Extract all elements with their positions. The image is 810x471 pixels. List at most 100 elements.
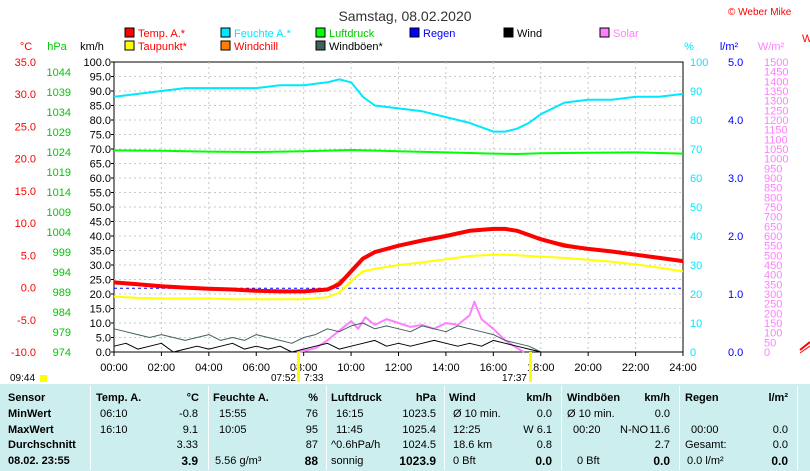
row-current-label: 08.02. 23:55 [8,455,70,467]
solar-tick-label: 650 [764,221,782,233]
legend-swatch [599,27,610,38]
x-tick-label: 06:00 [242,362,270,374]
solar-tick-label: 200 [764,308,782,320]
wind-tick-label: 5.0 [96,333,111,345]
avg-temp-val: 3.33 [176,439,198,451]
pressure-tick-label: 1029 [47,127,71,139]
avg-rain-val: 0.0 [772,439,788,451]
temp-tick-label: 10.0 [15,218,36,230]
solar-tick-label: 50 [764,337,776,349]
legend-label: Temp. A.* [138,28,186,40]
wind-tick-label: 10.0 [90,318,111,330]
current-wind-val: 0.0 [535,454,552,468]
max-temp-time: 16:10 [100,424,128,436]
series-line-temp-a [113,226,684,294]
solar-tick-label: 400 [764,270,782,282]
solar-tick-label: 1150 [764,125,788,137]
legend-label: Regen [423,28,455,40]
solar-tick-label: 100 [764,328,782,340]
header-temp-unit: °C [186,392,199,404]
header-hum-unit: % [308,392,318,404]
humidity-tick-label: 80 [690,115,702,127]
weather-chart: Samstag, 08.02.2020 © Weber Mike W Temp.… [10,7,810,384]
statistics-table: Sensor Temp. A. °C Feuchte A. % Luftdruc… [0,384,810,471]
header-wind-unit: km/h [526,392,552,404]
legend-label: Feuchte A.* [234,28,292,40]
x-tick-label: 08:00 [290,362,318,374]
wind-tick-label: 15.0 [90,304,111,316]
temp-tick-label: 15.0 [15,186,36,198]
wind-tick-label: 100.0 [83,57,111,69]
pressure-tick-label: 994 [53,267,71,279]
legend-label: Windchill [234,41,278,53]
humidity-tick-label: 50 [690,202,702,214]
current-rain-amount: 0.0 l/m² [687,455,724,467]
rain-tick-label: 3.0 [728,173,743,185]
wind-tick-label: 85.0 [90,101,111,113]
col-sep [444,386,445,470]
legend-swatch [503,27,514,38]
humidity-tick-label: 70 [690,144,702,156]
solar-tick-label: 350 [764,279,782,291]
pressure-tick-label: 999 [53,247,71,259]
temp-tick-label: -5.0 [17,315,36,327]
wind-tick-label: 75.0 [90,130,111,142]
min-press-val: 1023.5 [402,408,436,420]
solar-tick-label: 1350 [764,86,788,98]
legend-label: Luftdruck [329,28,375,40]
wind-tick-label: 20.0 [90,289,111,301]
temp-tick-label: 0.0 [21,283,36,295]
min-wind-val: 0.0 [536,408,552,420]
x-tick-label: 24:00 [669,362,697,374]
humidity-tick-label: 40 [690,231,702,243]
solar-tick-label: 1250 [764,105,788,117]
pressure-tick-label: 1014 [47,187,71,199]
solar-tick-label: 750 [764,202,782,214]
series-line-windb-en [113,322,683,353]
legend-swatch [315,40,326,51]
wind-tick-label: 80.0 [90,115,111,127]
copyright-label: © Weber Mike [728,7,792,18]
solar-tick-label: 1450 [764,67,788,79]
max-wind-val: W 6.1 [523,424,552,436]
row-min-label: MinWert [8,408,52,420]
min-hum-time: 15:55 [219,408,247,420]
grid [113,61,684,353]
legend-label: Taupunkt* [138,41,188,53]
current-hum-val: 88 [304,454,318,468]
header-hum: Feuchte A. [213,392,269,404]
axes: -10.0 -5.0 0.0 5.0 10.0 15.0 20.0 25.0 30.0 35.0 °… [11,41,789,374]
rain-tick-label: 2.0 [728,231,743,243]
header-wind: Wind [449,392,476,404]
solar-tick-label: 1050 [764,144,788,156]
max-wind-time: 12:25 [453,424,481,436]
series-line-solar [296,300,525,353]
avg-hum-val: 87 [305,439,318,451]
chart-title: Samstag, 08.02.2020 [338,8,471,24]
rain-tick-label: 4.0 [728,115,743,127]
pressure-tick-label: 1039 [47,87,71,99]
sunrise-marker [297,352,300,382]
humidity-unit-label: % [684,41,694,53]
series-line-feuchte-a [113,78,684,133]
row-avg-label: Durchschnitt [8,439,76,451]
header-press-unit: hPa [415,392,436,404]
header-press: Luftdruck [331,392,382,404]
legend-label: Wind [517,28,542,40]
legend-swatch [315,27,326,38]
temp-tick-label: 30.0 [15,89,36,101]
wind-tick-label: 55.0 [90,188,111,200]
solar-tick-label: 950 [764,163,782,175]
min-gust-val: 0.0 [654,408,670,420]
min-hum-val: 76 [305,408,318,420]
x-tick-label: 02:00 [148,362,176,374]
solar-tick-label: 250 [764,299,782,311]
x-tick-label: 04:00 [195,362,223,374]
markers: 09:44 07:52 7:33 17:37 [10,352,532,384]
x-tick-label: 20:00 [574,362,602,374]
max-temp-val: 9.1 [182,424,198,436]
solar-tick-label: 800 [764,192,782,204]
solar-tick-label: 1300 [764,96,788,108]
solar-tick-label: 1000 [764,154,788,166]
edge-cut-label: W [802,33,810,45]
